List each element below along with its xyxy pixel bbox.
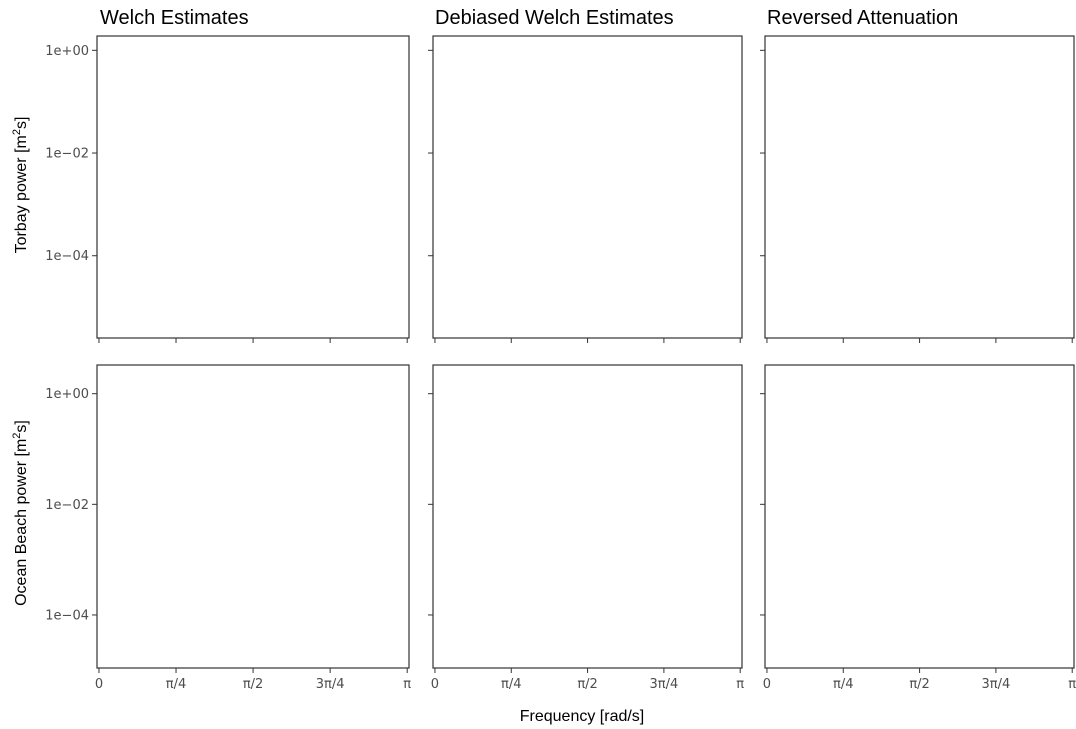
y-tick-label: 1e−02 xyxy=(45,498,89,513)
ylabel-ocean-beach: Ocean Beach power [m2s] xyxy=(11,420,30,606)
column-title-reversed: Reversed Attenuation xyxy=(767,7,958,29)
x-tick-label: π/4 xyxy=(166,677,186,692)
panels-group: 1e+00 1e−02 1e−04 1e+00 1e−02 1e−04 0 π/4 π/2 3π/… xyxy=(45,35,1076,692)
y-tick-label: 1e−04 xyxy=(45,249,89,264)
panel-border xyxy=(96,35,410,339)
panel-r0c0: 1e+00 1e−02 1e−04 xyxy=(45,35,410,343)
panel-r1c0: 1e+00 1e−02 1e−04 0 π/4 π/2 3π/4 π xyxy=(45,364,411,692)
ylabel-torbay-sup: 2 xyxy=(11,129,23,135)
x-tick-label: π/4 xyxy=(501,677,521,692)
column-title-welch: Welch Estimates xyxy=(100,7,249,29)
x-tick-label: 3π/4 xyxy=(316,677,345,692)
ylabel-ocean-sup: 2 xyxy=(11,433,23,439)
panel-r0c2 xyxy=(760,35,1075,343)
panel-border xyxy=(764,35,1075,339)
x-tick-label: 0 xyxy=(431,677,439,692)
x-tick-label: 3π/4 xyxy=(650,677,679,692)
x-tick-label: 0 xyxy=(763,677,771,692)
ylabel-ocean-end: s] xyxy=(13,420,30,432)
panel-r0c1 xyxy=(428,35,743,343)
column-title-debiased: Debiased Welch Estimates xyxy=(435,7,674,29)
panel-r1c2: 0 π/4 π/2 3π/4 π xyxy=(760,364,1076,692)
x-tick-label: 3π/4 xyxy=(982,677,1011,692)
x-tick-label: π xyxy=(403,677,411,692)
xlabel: Frequency [rad/s] xyxy=(520,708,645,725)
panel-border xyxy=(764,364,1075,669)
ylabel-torbay: Torbay power [m2s] xyxy=(11,117,30,254)
ylabel-torbay-end: s] xyxy=(13,117,30,129)
x-tick-label: π xyxy=(736,677,744,692)
panel-r1c1: 0 π/4 π/2 3π/4 π xyxy=(428,364,744,692)
x-tick-label: π/2 xyxy=(577,677,597,692)
panel-border xyxy=(432,364,743,669)
panel-border xyxy=(432,35,743,339)
x-tick-label: 0 xyxy=(95,677,103,692)
panel-border xyxy=(96,364,410,669)
y-tick-label: 1e+00 xyxy=(45,44,89,59)
ylabel-torbay-main: Torbay power [m xyxy=(13,135,30,253)
x-tick-label: π xyxy=(1068,677,1076,692)
x-tick-label: π/2 xyxy=(243,677,263,692)
x-tick-label: π/4 xyxy=(833,677,853,692)
y-tick-label: 1e+00 xyxy=(45,387,89,402)
y-tick-label: 1e−02 xyxy=(45,147,89,162)
x-tick-label: π/2 xyxy=(909,677,929,692)
y-tick-label: 1e−04 xyxy=(45,608,89,623)
ylabel-ocean-main: Ocean Beach power [m xyxy=(13,439,30,606)
